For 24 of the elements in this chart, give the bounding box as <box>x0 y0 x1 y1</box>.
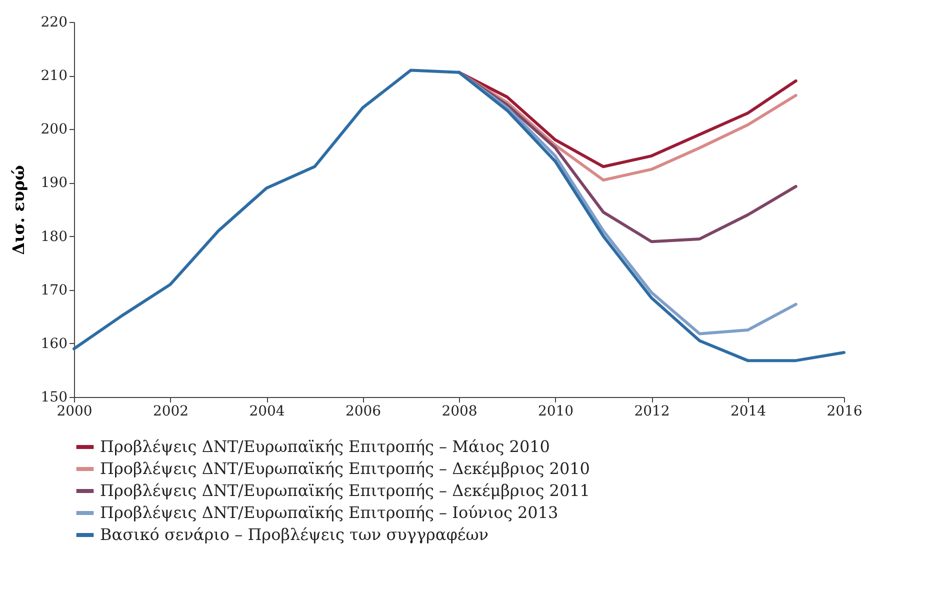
x-tick-label: 2016 <box>826 404 862 420</box>
x-tick-label: 2004 <box>249 404 285 420</box>
x-tick-label: 2000 <box>56 404 92 420</box>
y-tick-label: 150 <box>40 390 68 406</box>
y-tick-label: 180 <box>40 228 68 245</box>
legend-label: Βασικό σενάριο – Προβλέψεις των συγγραφέων <box>100 525 488 544</box>
legend-label: Προβλέψεις ΔΝΤ/Ευρωπαϊκής Επιτροπής – Ιούνιος 2013 <box>100 503 558 522</box>
legend-label: Προβλέψεις ΔΝΤ/Ευρωπαϊκής Επιτροπής – Μάιος 2010 <box>100 437 550 456</box>
y-tick-label: 190 <box>40 175 68 192</box>
legend-label: Προβλέψεις ΔΝΤ/Ευρωπαϊκής Επιτροπής – Δεκέμβριος 2010 <box>100 459 590 478</box>
x-tick-label: 2010 <box>538 404 574 420</box>
y-tick-label: 210 <box>40 68 68 84</box>
y-tick-label: 200 <box>40 122 68 138</box>
legend-label: Προβλέψεις ΔΝΤ/Ευρωπαϊκής Επιτροπής – Δεκέμβριος 2011 <box>100 481 590 500</box>
y-tick-label: 220 <box>40 14 68 30</box>
y-tick-label: 170 <box>40 282 68 298</box>
y-axis-title: Δισ. ευρώ <box>8 165 28 255</box>
x-tick-label: 2006 <box>345 404 382 420</box>
x-tick-label: 2008 <box>442 404 478 420</box>
x-tick-label: 2012 <box>634 404 670 420</box>
line-series <box>72 68 846 362</box>
x-tick-label: 2014 <box>730 404 766 420</box>
y-tick-label: 160 <box>40 336 68 352</box>
x-tick-label: 2002 <box>152 404 189 420</box>
